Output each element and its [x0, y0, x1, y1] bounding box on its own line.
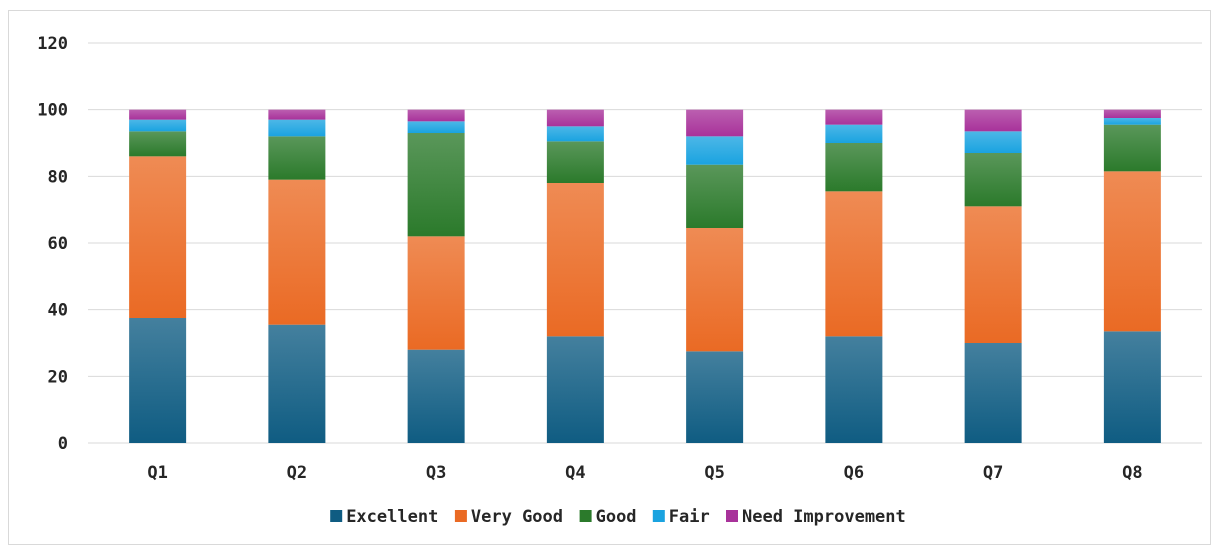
legend-swatch: [726, 510, 738, 522]
legend-swatch: [330, 510, 343, 522]
bar-segment-excellent: [686, 351, 744, 443]
bar-segment-excellent: [407, 349, 465, 443]
legend-swatch: [454, 510, 467, 522]
legend-swatch: [579, 510, 592, 522]
y-tick-label: 60: [48, 234, 68, 254]
y-tick-label: 100: [37, 101, 68, 121]
bar-stack-q5: [686, 109, 744, 443]
bar-segment-need-improvement: [268, 109, 326, 120]
legend-swatch: [652, 510, 665, 522]
bar-segment-fair: [964, 131, 1022, 153]
bars: [129, 109, 1161, 443]
y-tick-label: 40: [48, 301, 68, 321]
bar-segment-good: [1103, 124, 1161, 172]
bar-stack-q6: [825, 109, 883, 443]
legend-label: Need Improvement: [742, 507, 906, 527]
bar-stack-q3: [407, 109, 465, 443]
bar-stack-q2: [268, 109, 326, 443]
bar-stack-q1: [129, 109, 187, 443]
y-tick-label: 120: [37, 34, 68, 54]
legend: Excellent Very Good Good Fair Need Improveme…: [330, 507, 906, 527]
bar-segment-very-good: [546, 183, 604, 337]
bar-segment-good: [825, 143, 883, 192]
bar-segment-very-good: [407, 236, 465, 350]
legend-item-fair: Fair: [652, 507, 710, 527]
bar-segment-good: [407, 133, 465, 237]
legend-item-good: Good: [579, 507, 637, 527]
bar-segment-fair: [407, 121, 465, 133]
legend-label: Good: [596, 507, 637, 527]
bar-segment-very-good: [1103, 171, 1161, 332]
bar-segment-need-improvement: [964, 109, 1022, 132]
y-tick-label: 20: [48, 367, 68, 387]
y-tick-label: 0: [58, 434, 68, 454]
legend-item-excellent: Excellent: [330, 507, 438, 527]
bar-segment-very-good: [686, 228, 744, 352]
x-tick-label: Q2: [287, 463, 307, 483]
bar-segment-excellent: [825, 336, 883, 443]
bar-segment-fair: [268, 119, 326, 137]
x-tick-label: Q6: [844, 463, 864, 483]
bar-segment-excellent: [268, 324, 326, 443]
bar-segment-good: [129, 131, 187, 157]
bar-segment-need-improvement: [546, 109, 604, 127]
bar-segment-fair: [129, 119, 187, 132]
bar-segment-need-improvement: [686, 109, 744, 137]
x-tick-label: Q4: [565, 463, 585, 483]
bar-segment-fair: [686, 136, 744, 165]
legend-item-very-good: Very Good: [454, 507, 563, 527]
bar-segment-fair: [825, 124, 883, 143]
bar-segment-excellent: [129, 318, 187, 443]
bar-stack-q8: [1103, 109, 1161, 443]
bar-segment-need-improvement: [1103, 109, 1161, 118]
bar-segment-need-improvement: [129, 109, 187, 120]
bar-stack-q4: [546, 109, 604, 443]
bar-segment-very-good: [129, 156, 187, 318]
legend-label: Excellent: [346, 507, 438, 527]
bar-segment-good: [686, 164, 744, 228]
y-tick-label: 80: [48, 167, 68, 187]
y-axis: 0 20 40 60 80 100 120: [37, 34, 68, 454]
bar-segment-need-improvement: [825, 109, 883, 125]
x-tick-label: Q8: [1122, 463, 1142, 483]
bar-segment-need-improvement: [407, 109, 465, 122]
x-tick-label: Q3: [426, 463, 446, 483]
bar-segment-very-good: [268, 179, 326, 325]
bar-segment-excellent: [964, 343, 1022, 443]
x-tick-label: Q5: [704, 463, 724, 483]
legend-label: Very Good: [471, 507, 563, 527]
bar-segment-good: [964, 153, 1022, 207]
x-tick-label: Q1: [147, 463, 167, 483]
bar-segment-good: [546, 141, 604, 183]
bar-segment-good: [268, 136, 326, 180]
bar-segment-very-good: [964, 206, 1022, 343]
x-axis: Q1 Q2 Q3 Q4 Q5 Q6 Q7 Q8: [147, 463, 1142, 483]
legend-label: Fair: [669, 507, 710, 527]
bar-segment-very-good: [825, 191, 883, 337]
gridlines: [88, 42, 1202, 444]
bar-segment-fair: [1103, 118, 1161, 125]
bar-segment-fair: [546, 126, 604, 142]
legend-item-need-improvement: Need Improvement: [726, 507, 906, 527]
bar-segment-excellent: [1103, 331, 1161, 443]
bar-segment-excellent: [546, 336, 604, 443]
x-tick-label: Q7: [983, 463, 1003, 483]
bar-stack-q7: [964, 109, 1022, 443]
